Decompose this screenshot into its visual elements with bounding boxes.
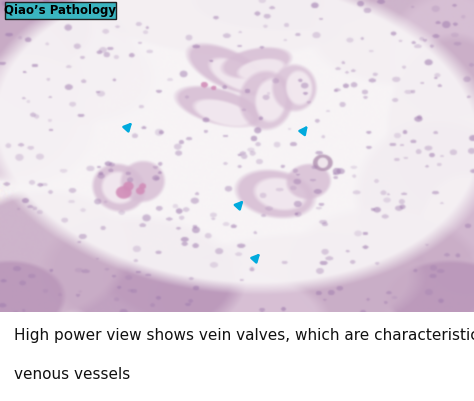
Text: Qiao’s Pathology: Qiao’s Pathology bbox=[4, 4, 117, 16]
Text: High power view shows vein valves, which are characteristic for: High power view shows vein valves, which… bbox=[14, 328, 474, 343]
Text: venous vessels: venous vessels bbox=[14, 367, 130, 382]
FancyBboxPatch shape bbox=[5, 2, 116, 19]
